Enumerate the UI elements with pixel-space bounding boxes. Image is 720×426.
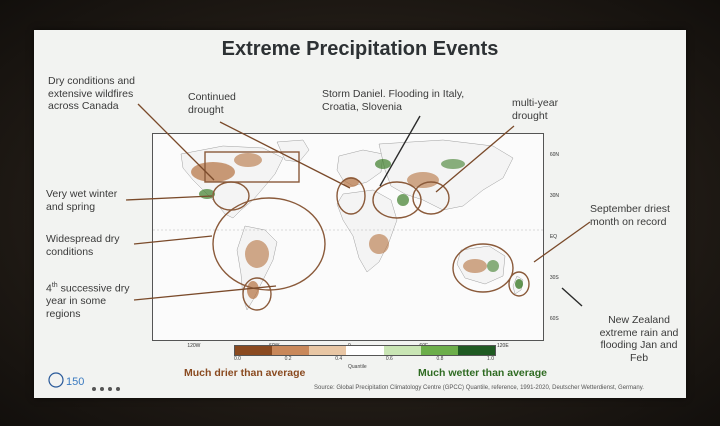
middle-east-circle	[412, 181, 450, 215]
logo-toolbar: 150	[46, 370, 126, 394]
argentina-circle	[242, 277, 272, 311]
quantile-tick: 1.0	[487, 356, 494, 362]
dry-spot	[191, 162, 235, 182]
leader-multiyear	[435, 125, 515, 193]
quantile-label: Quantile	[348, 364, 367, 370]
leader-september	[533, 221, 591, 263]
logos: 150	[48, 372, 120, 391]
lat-label: 30S	[549, 275, 559, 282]
projected-slide: Extreme Precipitation Events Dry conditi…	[34, 30, 686, 398]
dry-anomalies	[191, 153, 487, 299]
annotation-canada: Dry conditions and extensive wildfires a…	[48, 75, 135, 112]
quantile-tick: 0.8	[436, 356, 444, 362]
precipitation-quantile-map: 120W 60W 0 60E 120E 60N 30N EQ 30S 60S	[152, 133, 559, 349]
lat-label: 30N	[549, 192, 559, 199]
toolbar-dot-icon[interactable]	[108, 387, 112, 391]
nz-circle	[508, 271, 530, 297]
quantile-tick: 0.4	[335, 356, 343, 362]
central-europe-circle	[372, 181, 422, 219]
australia-circle	[452, 243, 514, 293]
dry-spot	[245, 240, 269, 268]
fourth-superscript: th	[51, 282, 58, 289]
annotation-multi-year-drought: multi-year drought	[512, 97, 559, 122]
colorbar-segment	[383, 346, 421, 355]
lon-label: 120W	[187, 343, 201, 349]
dry-spot	[407, 172, 439, 188]
quantile-tick: 0.0	[234, 356, 241, 362]
highlight-circles	[204, 151, 530, 311]
anniversary-logo-icon: 150	[66, 376, 84, 388]
south-america-circle	[212, 197, 326, 291]
colorbar-segment	[235, 346, 273, 355]
toolbar-dot-icon[interactable]	[100, 387, 104, 391]
annotation-wet-winter: Very wet winter and spring	[46, 188, 118, 213]
wet-spot	[487, 260, 499, 272]
leader-widespread	[133, 235, 213, 245]
wet-anomalies	[199, 159, 523, 289]
annotation-fourth-dry-year: 4th successive dry year in some regions	[46, 280, 134, 320]
toolbar-dot-icon[interactable]	[116, 387, 120, 391]
colorbar-segment	[272, 346, 310, 355]
quantile-colorbar	[234, 345, 496, 356]
annotation-continued-drought: Continued drought	[188, 91, 236, 116]
dry-spot	[343, 177, 359, 187]
quantile-tick: 0.6	[385, 356, 393, 362]
leader-drought	[219, 121, 351, 189]
lon-label: 120E	[496, 343, 509, 349]
slide-title: Extreme Precipitation Events	[221, 38, 499, 60]
annotation-september: September driest month on record	[590, 203, 670, 228]
wet-spot	[515, 279, 523, 289]
leader-daniel	[379, 115, 421, 187]
lat-label: 60S	[549, 316, 559, 323]
wet-spot	[441, 159, 465, 169]
source-caption: Source: Global Precipitation Climatology…	[314, 385, 644, 391]
lat-label: 60N	[549, 151, 559, 158]
quantile-ticks: 0.0 0.2 0.4 0.6 0.8 1.0	[234, 356, 494, 362]
iberia-circle	[336, 177, 366, 215]
greenland	[276, 139, 310, 163]
asia	[378, 139, 514, 211]
dry-spot	[369, 234, 389, 254]
fourth-text: successive dry year in some regions	[46, 282, 130, 320]
leader-canada	[137, 103, 215, 181]
wetter-label: Much wetter than average	[418, 367, 547, 379]
leader-nz	[561, 287, 583, 307]
leader-fourth	[133, 285, 277, 301]
colorbar-segment	[309, 346, 347, 355]
colorbar-segment	[420, 346, 458, 355]
drier-label: Much drier than average	[184, 367, 306, 379]
dry-spot	[463, 259, 487, 273]
fourth-number: 4	[46, 282, 52, 295]
annotation-widespread-dry: Widespread dry conditions	[46, 233, 120, 258]
lat-label: EQ	[549, 233, 558, 240]
annotation-storm-daniel: Storm Daniel. Flooding in Italy, Croatia…	[322, 88, 465, 113]
canada-box	[204, 151, 300, 183]
dry-spot	[234, 153, 262, 167]
leader-lines	[125, 103, 591, 307]
wet-spot	[397, 194, 409, 206]
annotation-new-zealand: New Zealand extreme rain and flooding Ja…	[599, 314, 679, 364]
wmo-logo-icon	[48, 372, 64, 388]
europe	[336, 149, 384, 187]
latitude-labels: 60N 30N EQ 30S 60S	[550, 134, 559, 340]
colorbar-segment	[346, 346, 384, 355]
colorbar-segment	[457, 346, 495, 355]
dry-spot	[247, 281, 259, 299]
toolbar-dot-icon[interactable]	[92, 387, 96, 391]
leader-wet-winter	[125, 195, 213, 201]
wet-spot	[375, 159, 391, 169]
quantile-tick: 0.2	[284, 356, 292, 362]
